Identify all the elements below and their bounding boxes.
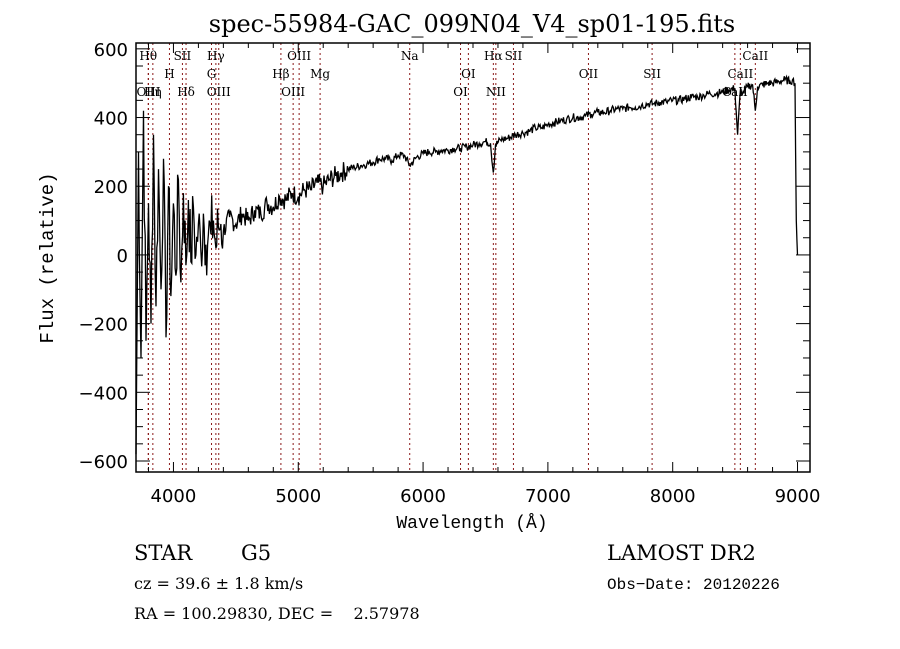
y-tick-label: −600 (79, 452, 128, 473)
line-marker-label: SII (174, 49, 192, 63)
x-tick-label: 4000 (151, 486, 197, 507)
line-marker-label: NII (486, 85, 506, 99)
x-tick-label: 9000 (775, 486, 821, 507)
plot-frame (135, 42, 811, 473)
y-tick-label: −200 (79, 315, 128, 336)
line-marker-label: SII (643, 67, 661, 81)
chart-title: spec-55984-GAC_099N04_V4_sp01-195.fits (209, 10, 735, 38)
x-tick-label: 5000 (275, 486, 321, 507)
line-marker-label: Hβ (272, 67, 289, 81)
y-axis: 600 400 200 0 −200 −400 −600 (79, 40, 810, 473)
object-subclass: G5 (241, 541, 271, 565)
line-marker-label: Mg (310, 67, 330, 81)
line-marker-label: CaII (727, 67, 753, 81)
coords-text: RA = 100.29830, DEC = 2.57978 (134, 604, 420, 623)
x-tick-label: 6000 (400, 486, 446, 507)
obs-date: Obs−Date: 20120226 (607, 576, 780, 594)
line-marker-label: G (207, 67, 217, 81)
line-marker-label: H (164, 67, 174, 81)
survey-name: LAMOST DR2 (607, 541, 756, 565)
line-marker-label: SII (505, 49, 523, 63)
y-tick-label: 600 (94, 40, 128, 61)
line-marker-label: OIII (287, 49, 311, 63)
line-marker-label: OIII (281, 85, 305, 99)
object-class: STAR (134, 541, 193, 565)
y-tick-label: 200 (94, 177, 128, 198)
line-marker-label: Hα (484, 49, 503, 63)
line-marker-label: OI (453, 85, 468, 99)
spectrum-line (135, 74, 799, 455)
y-axis-label: Flux (relative) (37, 172, 59, 343)
line-marker-labels: HθHηOIIIHSIIHδHγGOIIIHβOIIIOIIIMgNaOIOIH… (136, 49, 768, 99)
x-axis: 4000 5000 6000 7000 8000 9000 (147, 43, 821, 507)
line-marker-label: CaII (742, 49, 768, 63)
y-tick-label: 0 (117, 246, 128, 267)
redshift-text: cz = 39.6 ± 1.8 km/s (134, 574, 303, 593)
line-marker-label: Na (401, 49, 419, 63)
line-marker-label: Hγ (207, 49, 225, 63)
y-tick-label: −400 (79, 383, 128, 404)
line-marker-label: Hθ (139, 49, 157, 63)
line-marker-label: Hη (144, 85, 162, 99)
line-marker-label: OIII (207, 85, 231, 99)
line-marker-label: OI (461, 67, 476, 81)
line-markers (147, 43, 756, 472)
x-tick-label: 8000 (650, 486, 696, 507)
line-marker-label: Hδ (177, 85, 195, 99)
x-tick-label: 7000 (525, 486, 571, 507)
line-marker-label: OII (579, 67, 599, 81)
x-axis-label: Wavelength (Å) (396, 513, 547, 534)
line-marker-label: OIII (136, 85, 160, 99)
y-tick-label: 400 (94, 109, 128, 130)
